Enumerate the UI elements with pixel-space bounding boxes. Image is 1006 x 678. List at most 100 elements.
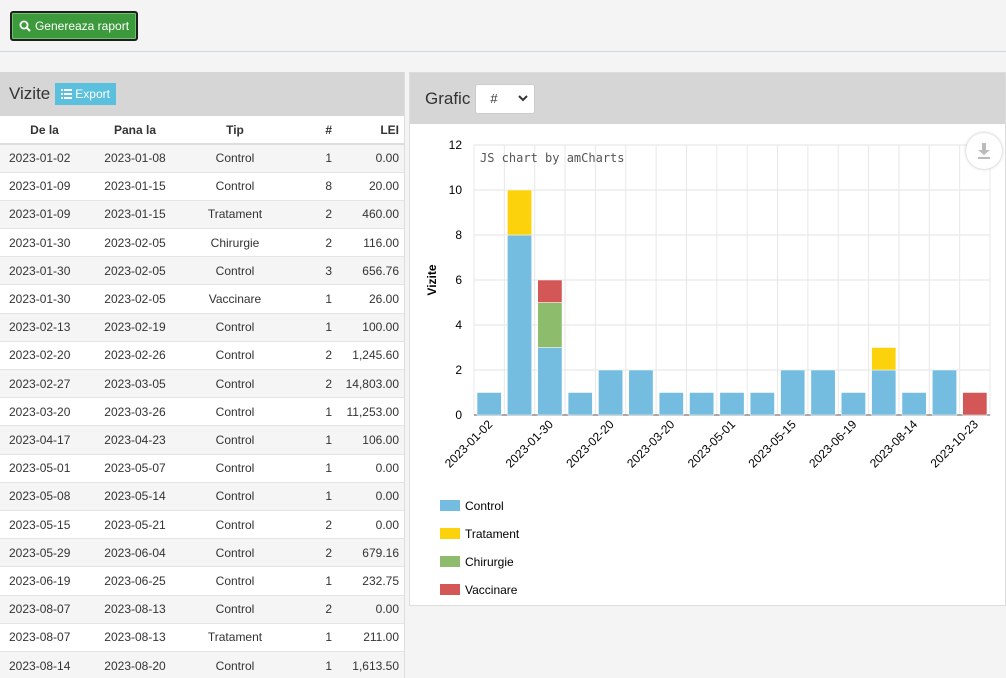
metric-select[interactable]: # — [475, 83, 536, 114]
table-cell: 2023-01-09 — [0, 171, 90, 201]
export-button[interactable]: Export — [55, 83, 116, 105]
table-row: 2023-01-30 2023-02-05 Control 3 656.76 — [0, 256, 404, 285]
export-label: Export — [75, 87, 110, 101]
table-cell: 2023-02-27 — [0, 368, 90, 398]
legend-swatch — [440, 584, 460, 595]
table-cell: Control — [180, 425, 290, 455]
table-cell: 2023-08-07 — [0, 594, 90, 624]
chart-panel-title: Grafic — [425, 88, 471, 108]
x-tick-label: 2023-01-30 — [503, 417, 557, 471]
table-cell: Tratament — [180, 199, 290, 229]
table-cell: 2 — [290, 538, 340, 567]
table-cell: 106.00 — [340, 425, 404, 455]
table-cell: 2023-01-08 — [90, 143, 180, 173]
table-row: 2023-01-02 2023-01-08 Control 1 0.00 — [0, 143, 404, 173]
column-header[interactable]: Pana la — [90, 116, 180, 145]
column-header[interactable]: De la — [0, 116, 90, 145]
x-tick-label: 2023-05-15 — [746, 417, 800, 471]
table-cell: 460.00 — [340, 199, 404, 229]
table-row: 2023-08-07 2023-08-13 Tratament 1 211.00 — [0, 622, 404, 652]
table-cell: 1,245.60 — [340, 340, 404, 370]
table-cell: Control — [180, 566, 290, 595]
table-cell: 2023-02-20 — [0, 340, 90, 370]
table-cell: Control — [180, 509, 290, 539]
table-cell: 2023-05-29 — [0, 538, 90, 567]
x-tick-label: 2023-02-20 — [563, 417, 617, 471]
table-cell: 2 — [290, 594, 340, 624]
bar-control — [749, 392, 775, 416]
table-cell: 1 — [290, 453, 340, 483]
y-tick-label: 12 — [449, 138, 463, 152]
bar-control — [719, 392, 745, 416]
table-cell: 1 — [290, 425, 340, 455]
table-cell: 2023-01-09 — [0, 199, 90, 229]
x-tick-label: 2023-08-14 — [867, 417, 921, 471]
list-icon — [61, 89, 73, 99]
table-cell: 1 — [290, 284, 340, 314]
table-cell: 14,803.00 — [340, 368, 404, 398]
table-row: 2023-01-30 2023-02-05 Vaccinare 1 26.00 — [0, 284, 404, 314]
table-row: 2023-05-01 2023-05-07 Control 1 0.00 — [0, 453, 404, 483]
table-cell: Control — [180, 171, 290, 201]
table-cell: Control — [180, 594, 290, 624]
table-cell: Control — [180, 538, 290, 567]
table-cell: 2023-04-17 — [0, 425, 90, 455]
table-cell: 0.00 — [340, 594, 404, 624]
chart-credit: JS chart by amCharts — [480, 151, 625, 165]
table-cell: 2023-02-13 — [0, 312, 90, 342]
y-tick-label: 10 — [449, 183, 463, 197]
toolbar: Genereaza raport — [0, 0, 1006, 52]
x-tick-label: 2023-10-23 — [928, 417, 982, 471]
table-cell: 2023-06-25 — [90, 566, 180, 595]
table-cell: 0.00 — [340, 509, 404, 539]
generate-report-button[interactable]: Genereaza raport — [10, 11, 138, 41]
table-row: 2023-05-08 2023-05-14 Control 1 0.00 — [0, 481, 404, 511]
table-cell: 2023-01-30 — [0, 228, 90, 257]
bar-vaccinare — [537, 279, 563, 303]
table-cell: Chirurgie — [180, 228, 290, 257]
chart-panel: Grafic # 0 2 4 6 8 10 12 JS chart by amCharts 20… — [409, 72, 1006, 606]
table-cell: 100.00 — [340, 312, 404, 342]
table-cell: Control — [180, 650, 290, 678]
table-cell: 2 — [290, 340, 340, 370]
table-cell: 2 — [290, 509, 340, 539]
search-icon — [19, 20, 31, 32]
table-row: 2023-08-07 2023-08-13 Control 2 0.00 — [0, 594, 404, 624]
table-cell: 20.00 — [340, 171, 404, 201]
y-tick-label: 4 — [455, 318, 462, 332]
table-cell: 2023-05-01 — [0, 453, 90, 483]
table-cell: Control — [180, 453, 290, 483]
chart-download-button[interactable] — [966, 133, 1002, 169]
table-cell: 1 — [290, 650, 340, 678]
bar-tratament — [507, 189, 532, 236]
visits-table: De la Pana la Tip # LEI 2023-01-02 2023-0… — [0, 116, 404, 678]
x-tick-label: 2023-05-01 — [685, 417, 739, 471]
table-row: 2023-01-09 2023-01-15 Control 8 20.00 — [0, 171, 404, 201]
table-row: 2023-01-30 2023-02-05 Chirurgie 2 116.00 — [0, 228, 404, 257]
column-header[interactable]: LEI — [340, 116, 404, 145]
column-header[interactable]: # — [290, 116, 340, 145]
table-row: 2023-01-09 2023-01-15 Tratament 2 460.00 — [0, 199, 404, 229]
table-cell: 679.16 — [340, 538, 404, 567]
table-cell: 2023-02-05 — [90, 284, 180, 314]
table-row: 2023-05-29 2023-06-04 Control 2 679.16 — [0, 538, 404, 567]
table-cell: 2023-06-19 — [0, 566, 90, 595]
bar-control — [598, 369, 623, 416]
legend-label: Vaccinare — [465, 583, 518, 597]
bar-control — [507, 234, 532, 416]
table-cell: 2023-02-05 — [90, 228, 180, 257]
table-cell: Control — [180, 256, 290, 285]
table-cell: 2023-01-02 — [0, 143, 90, 173]
bar-control — [841, 392, 866, 416]
legend-label: Control — [465, 499, 504, 513]
bar-control — [871, 369, 897, 416]
bar-control — [658, 392, 684, 416]
table-cell: Vaccinare — [180, 284, 290, 314]
table-row: 2023-08-14 2023-08-20 Control 1 1,613.50 — [0, 650, 404, 678]
table-cell: 2023-08-20 — [90, 650, 180, 678]
table-cell: 2023-04-23 — [90, 425, 180, 455]
column-header[interactable]: Tip — [180, 116, 290, 145]
legend-swatch — [440, 556, 460, 567]
table-cell: 1 — [290, 566, 340, 595]
